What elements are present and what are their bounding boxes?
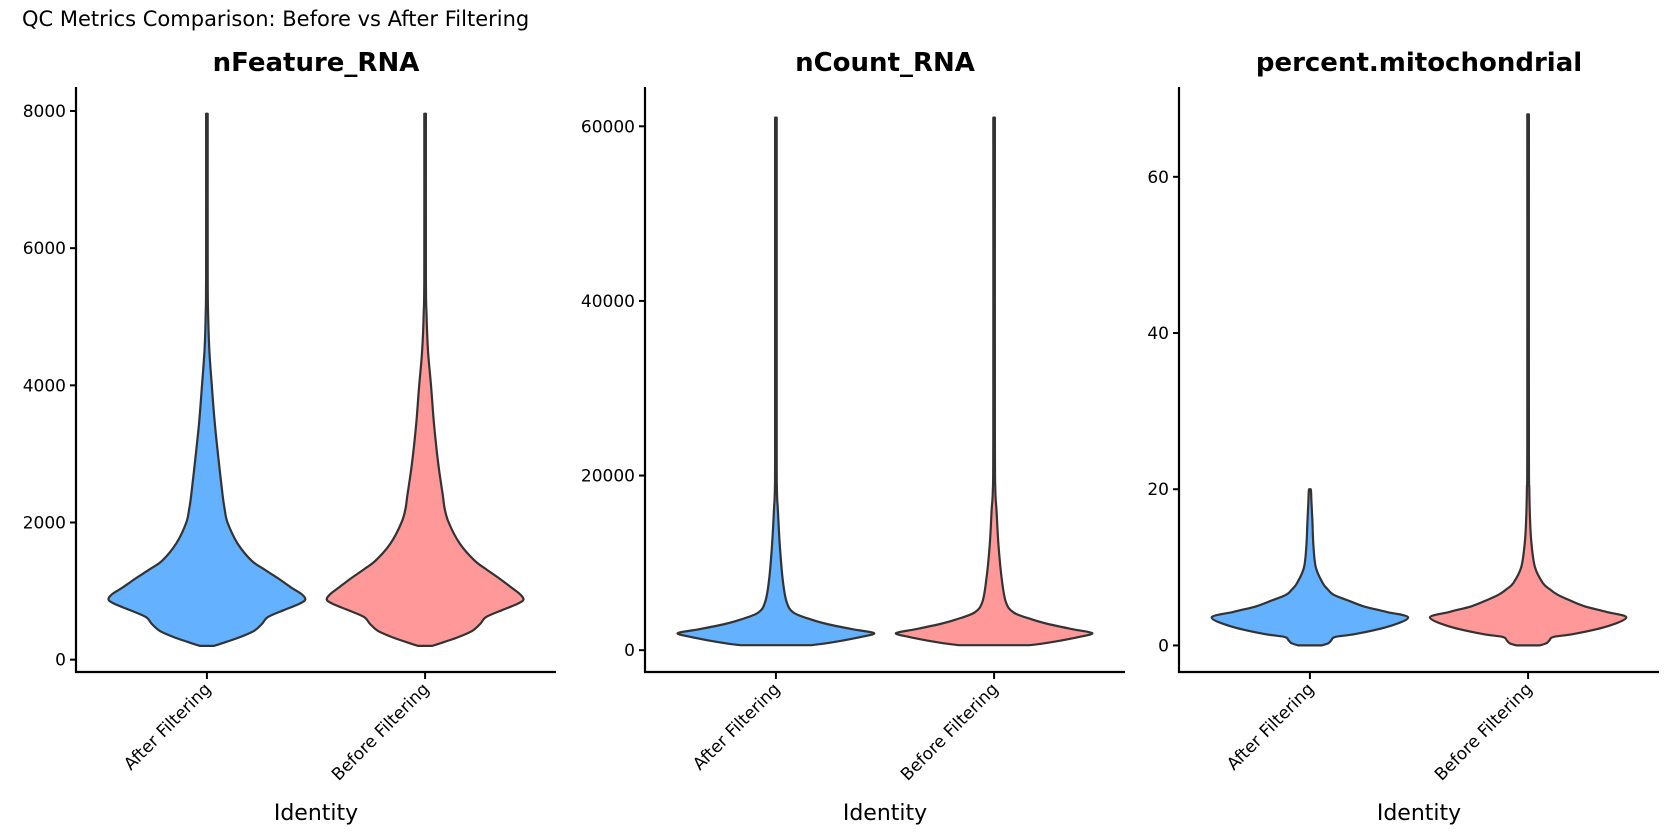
violin-before-filtering <box>325 112 525 647</box>
y-tick-label: 0 <box>55 651 66 671</box>
y-tick-label: 2000 <box>23 513 66 533</box>
violin-after-filtering <box>107 112 307 647</box>
violin-after-filtering <box>676 116 876 647</box>
y-tick-label: 40000 <box>581 292 635 312</box>
x-axis-title: Identity <box>274 801 358 826</box>
y-tick-label: 4000 <box>23 376 66 396</box>
panel-title: nFeature_RNA <box>213 48 420 78</box>
violin-before-filtering <box>1428 113 1628 647</box>
y-tick-label: 60000 <box>581 117 635 137</box>
panel-title: nCount_RNA <box>795 48 975 78</box>
x-axis-title: Identity <box>843 801 927 826</box>
y-tick-label: 0 <box>624 641 635 661</box>
y-tick-label: 60 <box>1147 168 1169 188</box>
y-tick-label: 8000 <box>23 102 66 122</box>
y-tick-label: 0 <box>1158 636 1169 656</box>
panel-title: percent.mitochondrial <box>1256 48 1582 78</box>
y-tick-label: 40 <box>1147 324 1169 344</box>
y-tick-label: 6000 <box>23 239 66 259</box>
figure-title: QC Metrics Comparison: Before vs After F… <box>22 7 529 31</box>
violin-after-filtering <box>1210 488 1410 647</box>
violin-before-filtering <box>894 116 1094 647</box>
y-tick-label: 20000 <box>581 467 635 487</box>
y-tick-label: 20 <box>1147 480 1169 500</box>
x-axis-title: Identity <box>1377 801 1461 826</box>
